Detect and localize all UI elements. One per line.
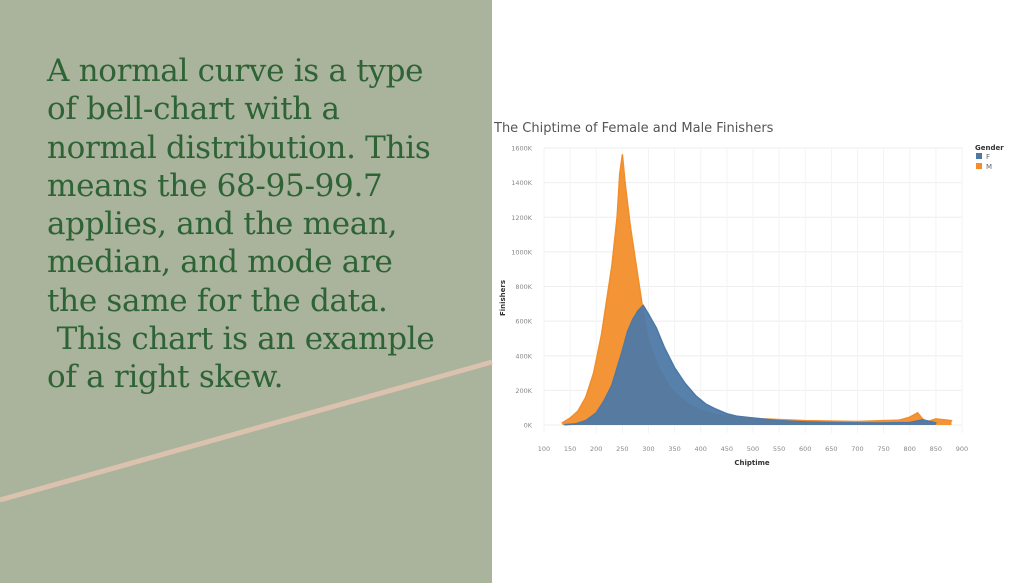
x-tick-label: 850 xyxy=(930,445,942,453)
legend-label-f: F xyxy=(986,153,990,161)
y-tick-label: 1000K xyxy=(511,248,533,256)
y-tick-label: 1400K xyxy=(511,179,533,187)
data-point-f xyxy=(752,417,754,419)
legend-swatch-f xyxy=(976,153,982,159)
x-tick-label: 550 xyxy=(773,445,785,453)
data-point-m xyxy=(629,225,632,227)
data-point-m xyxy=(916,412,919,414)
data-point-f xyxy=(715,408,718,411)
data-point-f xyxy=(673,367,676,369)
data-point-f xyxy=(595,412,598,414)
body-text: A normal curve is a type of bell-chart w… xyxy=(47,53,435,396)
data-point-m xyxy=(908,416,911,419)
x-axis-label: Chiptime xyxy=(734,459,770,467)
data-point-f xyxy=(830,421,833,424)
data-point-m xyxy=(935,418,937,420)
data-point-f xyxy=(663,346,665,348)
data-point-f xyxy=(655,327,658,329)
grid-layer xyxy=(543,147,963,433)
data-point-f xyxy=(694,394,697,397)
data-point-m xyxy=(621,154,624,156)
data-point-m xyxy=(592,372,595,374)
data-point-m xyxy=(561,422,564,424)
data-point-m xyxy=(611,264,613,267)
data-point-f xyxy=(603,399,605,402)
legend-label-m: M xyxy=(986,163,992,171)
y-axis-label: Finishers xyxy=(499,280,507,316)
y-axis-ticks: 0K 200K 400K 600K 800K 1000K 1200K 1400K 1600K xyxy=(511,145,533,430)
series-layer xyxy=(561,154,953,426)
x-tick-label: 300 xyxy=(642,445,654,453)
data-point-f xyxy=(632,318,634,321)
data-point-f xyxy=(726,412,728,415)
x-tick-label: 800 xyxy=(904,445,916,453)
data-point-f xyxy=(856,422,859,424)
y-tick-label: 800K xyxy=(515,283,532,291)
y-tick-label: 0K xyxy=(524,422,533,430)
data-point-m xyxy=(634,259,637,262)
x-tick-label: 900 xyxy=(956,445,968,453)
y-tick-label: 1600K xyxy=(511,145,533,153)
data-point-f xyxy=(804,421,807,423)
left-panel: A normal curve is a type of bell-chart w… xyxy=(0,0,492,583)
data-point-m xyxy=(569,417,571,419)
data-point-f xyxy=(705,403,707,406)
data-point-f xyxy=(935,422,937,424)
data-point-f xyxy=(637,309,639,312)
data-point-f xyxy=(908,421,911,424)
data-point-f xyxy=(882,422,885,424)
data-point-f xyxy=(626,330,629,333)
data-point-f xyxy=(736,415,739,418)
data-point-m xyxy=(950,419,953,422)
data-point-f xyxy=(611,384,613,386)
legend-title: Gender xyxy=(975,144,1004,152)
x-tick-label: 250 xyxy=(616,445,628,453)
x-tick-label: 350 xyxy=(668,445,680,453)
data-point-f xyxy=(574,423,577,425)
y-tick-label: 400K xyxy=(515,352,532,360)
data-point-m xyxy=(577,410,579,412)
chart-title: The Chiptime of Female and Male Finisher… xyxy=(493,121,774,136)
diagonal-stripe-line xyxy=(0,359,493,503)
x-axis-ticks: 100 150 200 250 300 350 400 450 500 550 600 650 700 7… xyxy=(538,445,968,453)
data-point-f xyxy=(647,313,650,315)
x-tick-label: 750 xyxy=(877,445,889,453)
data-point-f xyxy=(621,349,624,352)
chiptime-chart: The Chiptime of Female and Male Finisher… xyxy=(493,121,1004,467)
x-tick-label: 450 xyxy=(721,445,733,453)
legend-swatch-m xyxy=(976,163,982,169)
y-tick-label: 1200K xyxy=(511,214,533,222)
x-tick-label: 100 xyxy=(538,445,550,453)
data-point-m xyxy=(585,396,587,399)
data-point-f xyxy=(642,304,645,307)
data-point-m xyxy=(624,181,626,184)
x-tick-label: 400 xyxy=(695,445,707,453)
data-point-f xyxy=(684,382,686,385)
data-point-f xyxy=(778,419,780,422)
x-tick-label: 600 xyxy=(799,445,811,453)
data-point-m xyxy=(618,173,621,175)
data-point-m xyxy=(898,419,901,421)
data-point-m xyxy=(616,216,618,219)
x-tick-label: 650 xyxy=(825,445,837,453)
x-tick-label: 150 xyxy=(564,445,576,453)
series-area-m xyxy=(562,154,952,426)
legend: Gender F M xyxy=(975,144,1004,171)
data-point-m xyxy=(600,334,603,336)
data-point-m xyxy=(605,299,608,302)
data-point-f xyxy=(585,419,587,422)
series-area-f xyxy=(564,305,936,425)
y-tick-label: 200K xyxy=(515,387,532,395)
data-point-m xyxy=(856,420,859,423)
y-tick-label: 600K xyxy=(515,318,532,326)
x-tick-label: 500 xyxy=(747,445,759,453)
chart-panel xyxy=(492,0,1036,583)
data-point-f xyxy=(616,367,618,369)
data-point-f xyxy=(922,419,924,421)
x-tick-label: 700 xyxy=(851,445,863,453)
x-tick-label: 200 xyxy=(590,445,602,453)
data-point-f xyxy=(564,423,566,426)
